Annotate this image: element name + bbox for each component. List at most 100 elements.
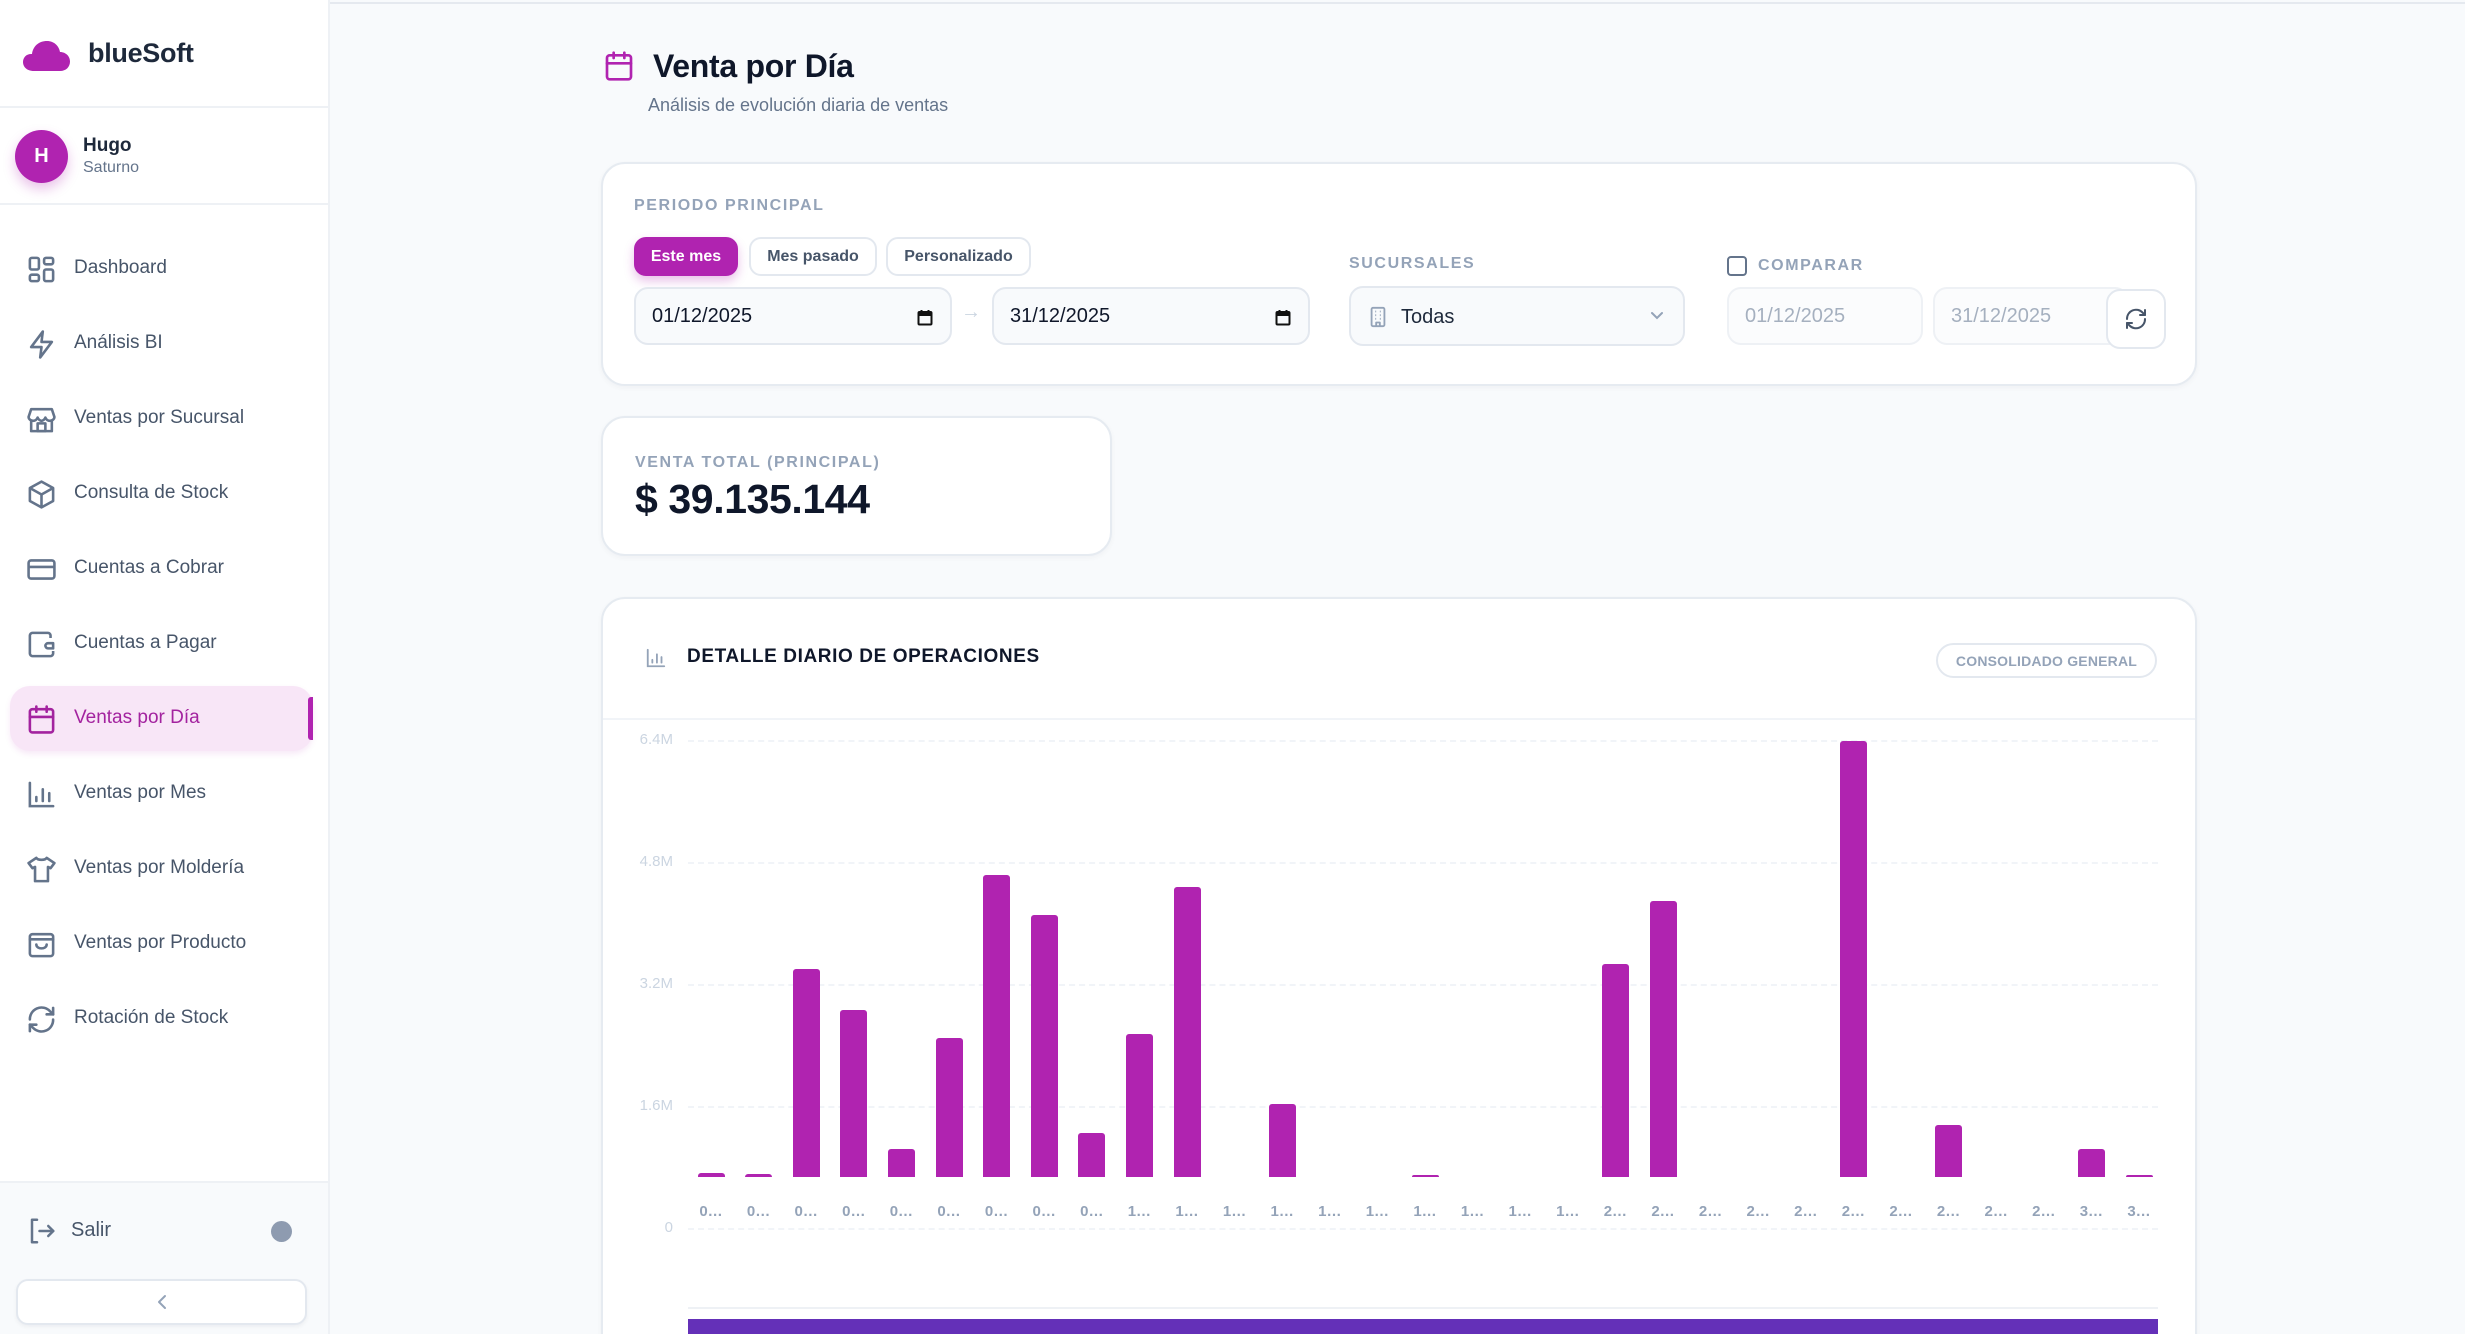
collapse-sidebar-button[interactable] [16,1279,307,1325]
sidebar-item-label: Rotación de Stock [74,1007,229,1028]
y-axis-tick: 3.2M [639,975,673,992]
sidebar-item-cuentas-pagar[interactable]: Cuentas a Pagar [10,611,313,676]
refresh-icon [28,1006,55,1033]
x-axis-tick: 3… [2079,1203,2104,1220]
refresh-icon [2125,308,2147,330]
sidebar-item-label: Ventas por Moldería [74,857,245,878]
bar-chart[interactable]: 6.4M 4.8M 3.2M 1.6M 0 0… 0… 0… 0… 0… 0… 0… 0… 0… 1… 1… 1… [603,599,2199,1334]
bar[interactable] [1411,1175,1439,1177]
chart-divider [688,1307,2158,1309]
sidebar-item-label: Cuentas a Cobrar [74,557,224,578]
compare-checkbox[interactable] [1727,256,1747,276]
period-last-month-button[interactable]: Mes pasado [749,237,877,276]
x-axis-tick: 1… [1460,1203,1485,1220]
bar[interactable] [792,968,820,1177]
bar-chart-icon [646,648,666,668]
branch-selected-value: Todas [1401,306,1455,328]
bar[interactable] [1125,1033,1153,1177]
x-axis-tick: 0… [842,1203,866,1220]
x-axis-tick: 3… [2127,1203,2151,1220]
compare-date-to-input[interactable]: 31/12/2025 [1933,287,2129,345]
date-from-value: 01/12/2025 [652,304,753,327]
x-axis-tick: 1… [1127,1203,1152,1220]
sidebar-item-ventas-sucursal[interactable]: Ventas por Sucursal [10,386,313,451]
x-axis-tick: 2… [1794,1203,1818,1220]
bar[interactable] [2077,1148,2105,1177]
bar[interactable] [2125,1174,2153,1177]
period-this-month-button[interactable]: Este mes [634,237,738,276]
bar[interactable] [1935,1124,1963,1177]
branch-select[interactable]: Todas [1349,286,1685,346]
app-name: blueSoft [88,38,194,68]
bar[interactable] [1173,886,1201,1177]
x-axis-tick: 0… [794,1203,818,1220]
bolt-icon [29,330,54,359]
x-axis-tick: 0… [1080,1203,1104,1220]
compare-date-from-input[interactable]: 01/12/2025 [1727,287,1923,345]
sidebar-item-ventas-dia[interactable]: Ventas por Día [10,686,313,751]
period-custom-button[interactable]: Personalizado [886,237,1031,276]
box-icon [28,480,55,509]
bar-chart-icon [28,781,55,808]
sidebar-item-label: Ventas por Sucursal [74,407,245,428]
sidebar-item-consulta-stock[interactable]: Consulta de Stock [10,461,313,526]
compare-date-from-value: 01/12/2025 [1745,304,1846,327]
sidebar-item-analisis-bi[interactable]: Análisis BI [10,311,313,376]
bar[interactable] [697,1172,725,1177]
logo-area: blueSoft [0,0,328,108]
bar[interactable] [1078,1133,1106,1177]
top-border [329,0,2465,4]
date-to-input[interactable]: 31/12/2025 [992,287,1310,345]
calendar-picker-icon[interactable] [917,309,933,326]
shirt-icon [27,856,56,883]
date-from-input[interactable]: 01/12/2025 [634,287,952,345]
gridline [688,1106,2158,1108]
chevron-down-icon [1651,312,1663,320]
x-axis-tick: 2… [1936,1203,1961,1220]
x-axis-tick: 2… [1984,1203,2008,1220]
sidebar-footer: Salir [0,1181,328,1334]
x-axis-tick: 1… [1365,1203,1390,1220]
bar[interactable] [983,875,1011,1177]
bar[interactable] [1268,1104,1296,1177]
logout-button[interactable]: Salir [71,1219,112,1241]
kpi-label: VENTA TOTAL (PRINCIPAL) [635,454,881,471]
sidebar-item-ventas-molderia[interactable]: Ventas por Moldería [10,836,313,901]
bar[interactable] [840,1010,868,1177]
bar[interactable] [935,1038,963,1177]
bar[interactable] [745,1173,773,1177]
x-axis-tick: 0… [1032,1203,1056,1220]
bar[interactable] [1601,964,1629,1177]
bar[interactable] [1839,740,1867,1177]
credit-card-icon [27,559,56,580]
calendar-picker-icon[interactable] [1275,309,1291,326]
x-axis-tick: 1… [1222,1203,1247,1220]
x-axis-tick: 1… [1413,1203,1437,1220]
sidebar-item-rotacion-stock[interactable]: Rotación de Stock [10,986,313,1051]
x-axis-tick: 2… [1746,1203,1770,1220]
sidebar-item-ventas-producto[interactable]: Ventas por Producto [10,911,313,976]
calendar-icon [605,51,633,81]
y-axis-tick: 4.8M [639,853,673,870]
bar[interactable] [887,1148,915,1177]
sidebar-item-cuentas-cobrar[interactable]: Cuentas a Cobrar [10,536,313,601]
bar[interactable] [1649,901,1677,1177]
y-axis-tick: 6.4M [639,731,673,748]
user-profile[interactable]: H Hugo Saturno [0,108,328,205]
logout-icon[interactable] [27,1216,57,1246]
status-indicator[interactable] [271,1221,292,1242]
refresh-button[interactable] [2106,289,2166,349]
sidebar-item-label: Ventas por Día [74,707,200,728]
page-title: Venta por Día [653,48,854,84]
x-axis-tick: 0… [699,1203,723,1220]
sidebar-item-label: Ventas por Producto [74,932,247,953]
consolidated-badge: CONSOLIDADO GENERAL [1936,643,2157,678]
x-axis-tick: 1… [1508,1203,1532,1220]
gridline [688,984,2158,986]
sidebar-item-dashboard[interactable]: Dashboard [10,236,313,301]
x-axis-tick: 0… [984,1203,1009,1220]
chart-brush-slider[interactable] [688,1319,2158,1334]
bar[interactable] [1030,914,1058,1177]
sidebar-item-ventas-mes[interactable]: Ventas por Mes [10,761,313,826]
dashboard-icon [28,256,55,283]
